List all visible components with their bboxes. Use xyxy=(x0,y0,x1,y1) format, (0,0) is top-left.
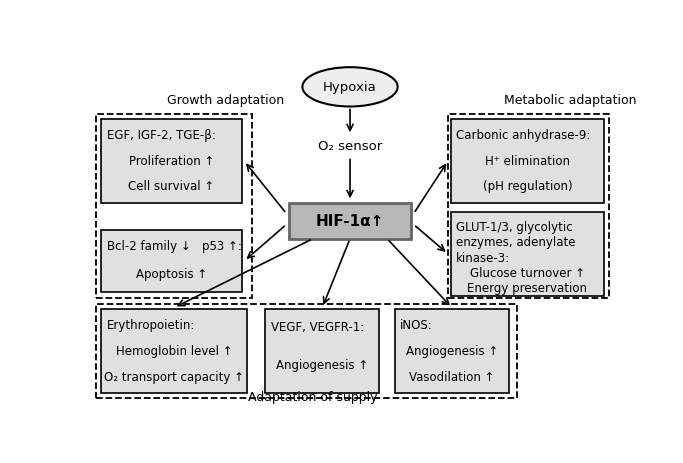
Text: Proliferation ↑: Proliferation ↑ xyxy=(128,154,214,167)
Text: VEGF, VEGFR-1:: VEGF, VEGFR-1: xyxy=(270,320,364,333)
Text: Bcl-2 family ↓   p53 ↑:: Bcl-2 family ↓ p53 ↑: xyxy=(107,239,241,252)
Bar xyxy=(96,304,517,399)
Text: EGF, IGF-2, TGE-β:: EGF, IGF-2, TGE-β: xyxy=(107,129,215,142)
Bar xyxy=(395,310,509,394)
Ellipse shape xyxy=(303,68,398,107)
Text: Carbonic anhydrase-9:: Carbonic anhydrase-9: xyxy=(456,129,590,142)
Text: enzymes, adenylate: enzymes, adenylate xyxy=(456,236,575,249)
Bar xyxy=(265,310,379,394)
Bar xyxy=(451,120,604,204)
Bar xyxy=(451,213,604,296)
Text: O₂ sensor: O₂ sensor xyxy=(318,140,382,153)
Bar xyxy=(101,230,242,293)
Text: Vasodilation ↑: Vasodilation ↑ xyxy=(409,370,494,383)
Text: Hemoglobin level ↑: Hemoglobin level ↑ xyxy=(115,344,232,357)
Text: Cell survival ↑: Cell survival ↑ xyxy=(128,180,214,193)
Text: Apoptosis ↑: Apoptosis ↑ xyxy=(136,267,207,280)
Text: Adaptation of supply: Adaptation of supply xyxy=(248,390,378,403)
Text: GLUT-1/3, glycolytic: GLUT-1/3, glycolytic xyxy=(456,220,572,233)
Bar xyxy=(101,120,242,204)
Text: HIF-1α↑: HIF-1α↑ xyxy=(316,214,385,229)
Text: O₂ transport capacity ↑: O₂ transport capacity ↑ xyxy=(104,370,244,383)
Text: kinase-3:: kinase-3: xyxy=(456,251,510,264)
Bar xyxy=(448,114,609,298)
Text: Hypoxia: Hypoxia xyxy=(323,81,377,94)
Text: H⁺ elimination: H⁺ elimination xyxy=(485,154,570,167)
Text: Metabolic adaptation: Metabolic adaptation xyxy=(503,94,636,107)
Bar xyxy=(289,204,411,239)
Bar xyxy=(96,114,252,298)
Bar xyxy=(101,310,247,394)
Text: (pH regulation): (pH regulation) xyxy=(483,180,572,193)
Text: Erythropoietin:: Erythropoietin: xyxy=(107,319,195,332)
Text: iNOS:: iNOS: xyxy=(400,319,433,332)
Text: Angiogenesis ↑: Angiogenesis ↑ xyxy=(276,358,368,371)
Text: Growth adaptation: Growth adaptation xyxy=(167,94,285,107)
Text: Glucose turnover ↑: Glucose turnover ↑ xyxy=(470,266,585,279)
Text: Energy preservation: Energy preservation xyxy=(467,282,587,294)
Text: Angiogenesis ↑: Angiogenesis ↑ xyxy=(406,344,498,357)
